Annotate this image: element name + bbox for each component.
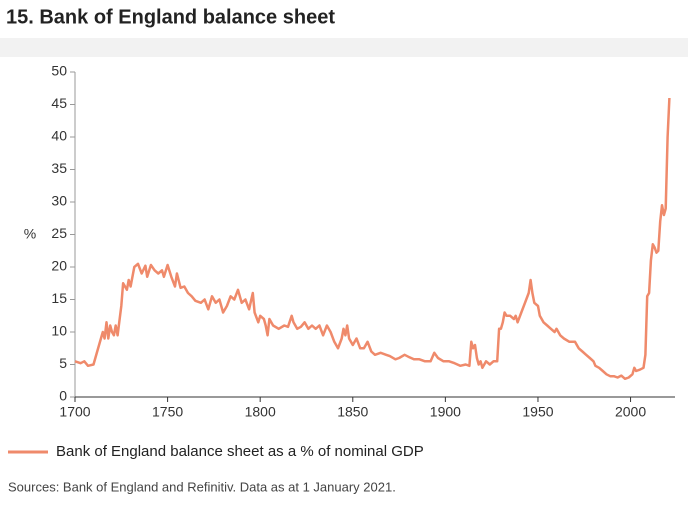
x-tick-label: 1700: [59, 404, 90, 420]
y-tick-label: 35: [51, 160, 67, 176]
y-tick-label: 25: [51, 225, 67, 241]
x-tick-label: 1950: [522, 404, 553, 420]
x-tick-label: 2000: [615, 404, 646, 420]
y-tick-label: 30: [51, 193, 67, 209]
x-tick-label: 1750: [152, 404, 183, 420]
x-tick-label: 1900: [430, 404, 461, 420]
title-band: [0, 38, 688, 57]
y-tick-label: 45: [51, 95, 67, 111]
y-tick-label: 40: [51, 128, 67, 144]
chart-title: 15. Bank of England balance sheet: [6, 6, 335, 28]
y-tick-label: 20: [51, 258, 67, 274]
source-note: Sources: Bank of England and Refinitiv. …: [8, 479, 396, 494]
y-tick-label: 15: [51, 290, 67, 306]
y-tick-label: 0: [59, 388, 67, 404]
x-tick-label: 1800: [245, 404, 276, 420]
y-tick-label: 5: [59, 355, 67, 371]
y-tick-label: 50: [51, 63, 67, 79]
y-tick-label: 10: [51, 323, 67, 339]
legend-label: Bank of England balance sheet as a % of …: [56, 443, 424, 460]
y-axis-label: %: [24, 226, 36, 242]
x-tick-label: 1850: [337, 404, 368, 420]
data-line: [74, 97, 671, 381]
